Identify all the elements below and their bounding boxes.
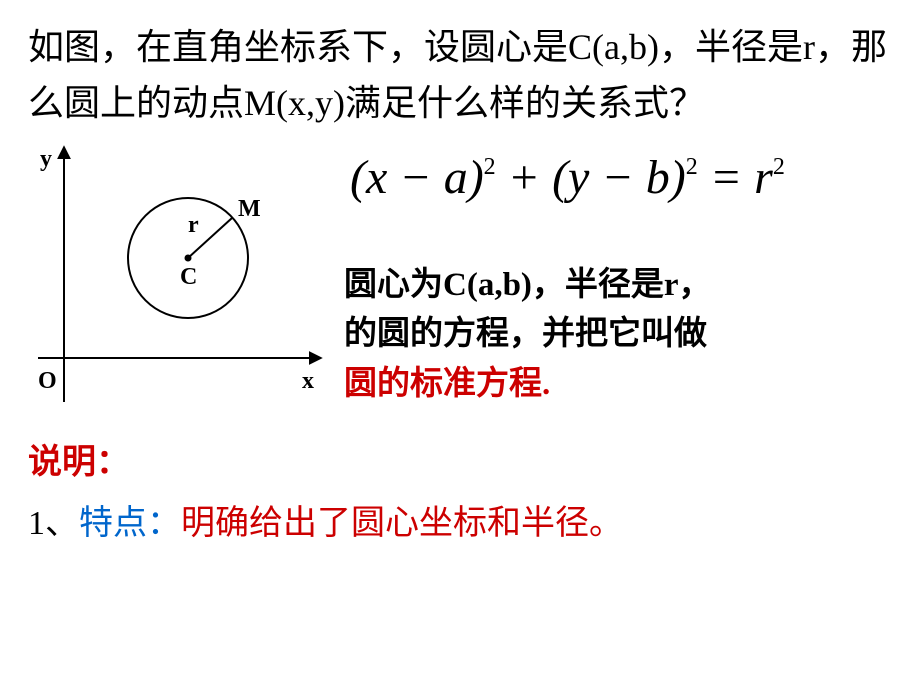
feature-label: 特点：	[79, 505, 181, 542]
description-block: 圆心为C(a,b)，半径是r， 的圆的方程，并把它叫做 圆的标准方程.	[344, 261, 892, 410]
eq-minus1: −	[387, 151, 443, 204]
eq-x: x	[366, 151, 387, 204]
eq-sup1: 2	[484, 154, 496, 180]
eq-r: r	[754, 151, 773, 204]
feature-number: 1、	[28, 505, 79, 542]
equation-box: (x − a)2 + (y − b)2 = r2	[344, 142, 797, 213]
diagram-column: y MrC Ox	[28, 140, 328, 420]
svg-text:C: C	[180, 264, 197, 290]
feature-text: 明确给出了圆心坐标和半径。	[181, 505, 623, 542]
coord-diagram: y MrC Ox	[28, 140, 328, 420]
desc-period: .	[542, 366, 550, 402]
eq-y: y	[568, 151, 589, 204]
svg-text:O: O	[38, 368, 57, 394]
eq-rp2: )	[670, 151, 686, 204]
svg-text:y: y	[40, 146, 52, 172]
eq-rp1: )	[468, 151, 484, 204]
content-row: yMrCOx (x − a)2 + (y − b)2 = r2 圆心为C(a,b…	[28, 140, 892, 420]
eq-lp2: (	[552, 151, 568, 204]
desc-highlight: 圆的标准方程	[344, 366, 542, 402]
eq-equals: =	[698, 151, 754, 204]
svg-text:r: r	[188, 212, 199, 238]
right-column: (x − a)2 + (y − b)2 = r2 圆心为C(a,b)，半径是r，…	[328, 140, 892, 410]
intro-text: 如图，在直角坐标系下，设圆心是C(a,b)，半径是r，那么圆上的动点M(x,y)…	[28, 20, 892, 132]
eq-lp1: (	[350, 151, 366, 204]
eq-b: b	[646, 151, 670, 204]
desc-line2: 的圆的方程，并把它叫做	[344, 316, 707, 352]
circle-equation: (x − a)2 + (y − b)2 = r2	[350, 151, 785, 204]
eq-sup3: 2	[773, 154, 785, 180]
slide: 如图，在直角坐标系下，设圆心是C(a,b)，半径是r，那么圆上的动点M(x,y)…	[0, 0, 920, 690]
desc-line1: 圆心为C(a,b)，半径是r，	[344, 267, 712, 303]
note-label: 说明：	[28, 434, 892, 483]
eq-a: a	[444, 151, 468, 204]
eq-minus2: −	[589, 151, 645, 204]
eq-sup2: 2	[686, 154, 698, 180]
svg-text:x: x	[302, 368, 314, 394]
svg-text:M: M	[238, 196, 261, 222]
eq-plus: +	[496, 151, 552, 204]
feature-line: 1、特点：明确给出了圆心坐标和半径。	[28, 495, 892, 544]
